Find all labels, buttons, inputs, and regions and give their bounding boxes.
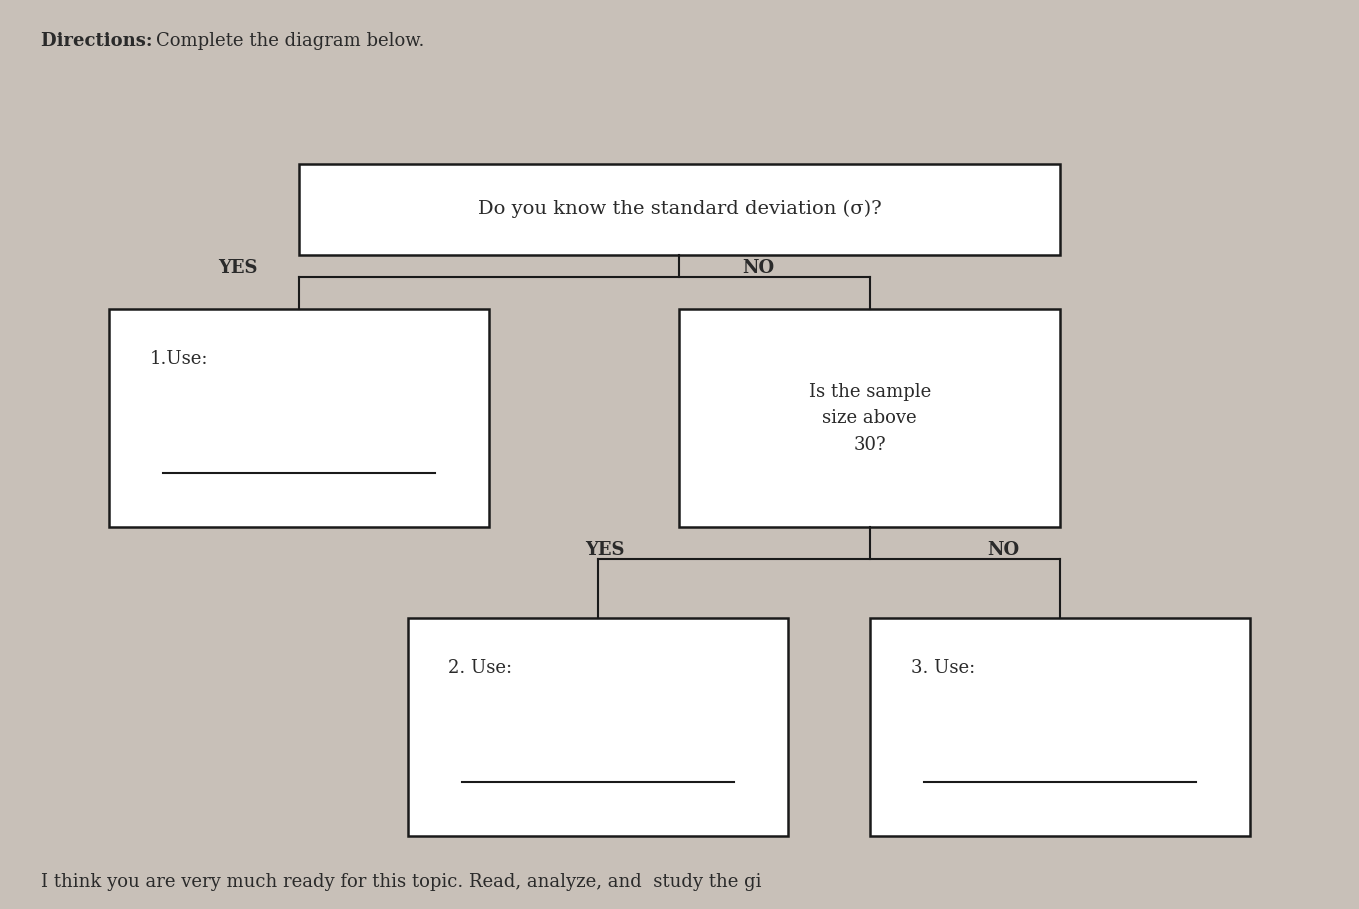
FancyBboxPatch shape xyxy=(299,164,1060,255)
Text: 2. Use:: 2. Use: xyxy=(448,659,512,677)
FancyBboxPatch shape xyxy=(408,618,788,836)
Text: Complete the diagram below.: Complete the diagram below. xyxy=(156,32,424,50)
Text: YES: YES xyxy=(217,259,258,277)
Text: NO: NO xyxy=(742,259,775,277)
Text: 3. Use:: 3. Use: xyxy=(911,659,974,677)
Text: I think you are very much ready for this topic. Read, analyze, and  study the gi: I think you are very much ready for this… xyxy=(41,873,761,891)
Text: YES: YES xyxy=(584,541,625,559)
FancyBboxPatch shape xyxy=(680,309,1060,527)
Text: NO: NO xyxy=(987,541,1019,559)
Text: Directions:: Directions: xyxy=(41,32,159,50)
Text: Is the sample
size above
30?: Is the sample size above 30? xyxy=(809,383,931,454)
Text: 1.Use:: 1.Use: xyxy=(149,350,208,368)
FancyBboxPatch shape xyxy=(109,309,489,527)
Text: Do you know the standard deviation (σ)?: Do you know the standard deviation (σ)? xyxy=(477,200,882,218)
FancyBboxPatch shape xyxy=(870,618,1250,836)
